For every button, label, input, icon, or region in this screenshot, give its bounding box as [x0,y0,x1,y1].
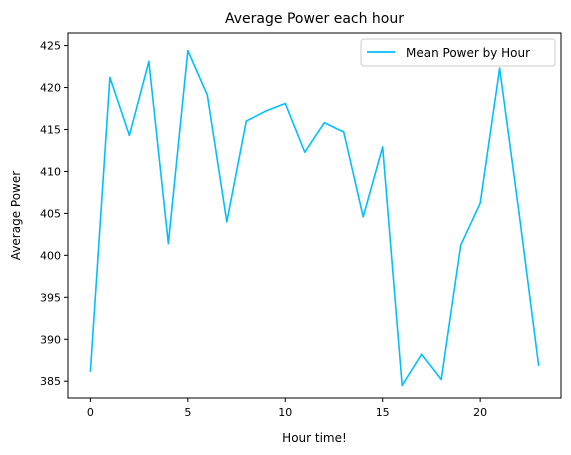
data-point [90,370,92,372]
data-point [226,221,228,223]
y-tick-label: 420 [40,82,61,95]
data-point [479,203,481,205]
data-point [440,379,442,381]
data-point [187,50,189,52]
y-tick-label: 415 [40,123,61,136]
data-point [168,243,170,245]
data-point [109,77,111,79]
y-tick-label: 410 [40,165,61,178]
x-axis-label: Hour time! [282,431,347,445]
legend-label: Mean Power by Hour [406,46,530,60]
data-point [129,135,131,137]
data-point [207,94,209,96]
legend: Mean Power by Hour [361,39,555,66]
series-line-0 [90,51,538,386]
y-tick-label: 425 [40,40,61,53]
y-axis-label: Average Power [9,171,23,260]
data-point [246,120,248,122]
data-point [148,61,150,63]
x-tick-label: 0 [87,406,94,419]
data-point [284,103,286,105]
data-point [401,385,403,387]
y-tick-label: 385 [40,375,61,388]
data-point [518,213,520,215]
data-point [323,122,325,124]
x-axis: 0 5 10 15 20 [87,398,487,419]
x-tick-label: 20 [473,406,487,419]
y-tick-label: 390 [40,333,61,346]
data-point [362,216,364,218]
x-tick-label: 10 [278,406,292,419]
data-point [421,354,423,356]
x-tick-label: 15 [376,406,390,419]
data-point [304,151,306,153]
data-point [460,244,462,246]
chart-title: Average Power each hour [225,11,404,27]
y-tick-label: 395 [40,291,61,304]
data-point [499,67,501,69]
data-point [343,131,345,133]
y-tick-label: 405 [40,207,61,220]
data-point [538,364,540,366]
y-axis: 385 390 395 400 405 410 415 420 425 [40,40,68,389]
data-point [265,110,267,112]
data-point [382,146,384,148]
x-tick-label: 5 [184,406,191,419]
y-tick-label: 400 [40,249,61,262]
